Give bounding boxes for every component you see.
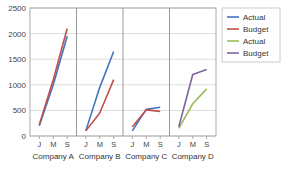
series-line xyxy=(39,28,67,124)
x-tick-label: J xyxy=(37,140,41,149)
y-tick-label: 1500 xyxy=(8,55,26,64)
y-tick-label: 1000 xyxy=(8,81,26,90)
x-tick xyxy=(178,136,179,139)
x-tick xyxy=(113,136,114,139)
x-tick xyxy=(160,136,161,139)
x-tick xyxy=(206,136,207,139)
panel-label: Company A xyxy=(33,152,75,161)
x-tick xyxy=(53,136,54,139)
legend: Actual Budget Actual Budget xyxy=(222,8,280,62)
series-line xyxy=(132,107,160,131)
x-tick-label: S xyxy=(204,140,209,149)
x-tick xyxy=(99,136,100,139)
x-tick xyxy=(132,136,133,139)
x-tick-label: M xyxy=(143,140,149,149)
y-tick-label: 2500 xyxy=(8,4,26,13)
panel-label: Company D xyxy=(172,152,214,161)
x-tick-label: J xyxy=(84,140,88,149)
legend-swatch xyxy=(227,52,239,54)
x-tick xyxy=(146,136,147,139)
y-tick-label: 2000 xyxy=(8,30,26,39)
legend-swatch xyxy=(227,16,239,18)
series-line xyxy=(179,69,207,126)
x-tick-label: S xyxy=(65,140,70,149)
plot-frame xyxy=(30,8,216,136)
x-tick xyxy=(67,136,68,139)
y-tick-label: 0 xyxy=(22,132,27,141)
panel-divider xyxy=(123,8,124,136)
x-tick-label: M xyxy=(97,140,103,149)
x-tick-label: S xyxy=(158,140,163,149)
x-tick-label: M xyxy=(190,140,196,149)
legend-frame xyxy=(222,8,280,62)
x-tick xyxy=(85,136,86,139)
x-tick xyxy=(39,136,40,139)
panel-divider xyxy=(76,8,77,136)
series-line xyxy=(86,80,114,131)
legend-swatch xyxy=(227,40,239,42)
x-tick xyxy=(192,136,193,139)
legend-label: Actual xyxy=(243,13,265,22)
y-tick-label: 500 xyxy=(13,106,27,115)
x-tick-label: S xyxy=(111,140,116,149)
series-line xyxy=(132,110,160,127)
x-tick-label: J xyxy=(177,140,181,149)
panel-label: Company C xyxy=(125,152,167,161)
x-tick-label: J xyxy=(130,140,134,149)
legend-label: Budget xyxy=(243,25,269,34)
legend-label: Actual xyxy=(243,37,265,46)
legend-label: Budget xyxy=(243,49,269,58)
series-line xyxy=(86,52,114,131)
x-tick-label: M xyxy=(50,140,56,149)
legend-swatch xyxy=(227,28,239,30)
chart: 05001000150020002500JMSCompany AJMSCompa… xyxy=(0,0,287,176)
panel-label: Company B xyxy=(79,152,121,161)
panel-divider xyxy=(169,8,170,136)
